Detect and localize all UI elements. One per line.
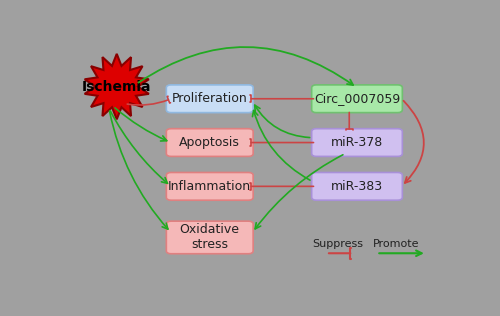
Text: miR-383: miR-383: [331, 180, 383, 193]
Polygon shape: [84, 54, 149, 119]
Text: Proliferation: Proliferation: [172, 92, 248, 105]
Text: Suppress: Suppress: [312, 239, 363, 248]
Text: miR-378: miR-378: [331, 136, 383, 149]
FancyBboxPatch shape: [312, 129, 402, 156]
Text: Inflammation: Inflammation: [168, 180, 252, 193]
Text: Oxidative
stress: Oxidative stress: [180, 223, 240, 252]
Text: Promote: Promote: [372, 239, 419, 248]
Text: Apoptosis: Apoptosis: [180, 136, 240, 149]
FancyBboxPatch shape: [312, 173, 402, 200]
FancyBboxPatch shape: [166, 129, 253, 156]
Text: Circ_0007059: Circ_0007059: [314, 92, 400, 105]
Text: Ischemia: Ischemia: [82, 80, 152, 94]
FancyBboxPatch shape: [312, 85, 402, 112]
FancyBboxPatch shape: [166, 85, 253, 112]
FancyBboxPatch shape: [166, 173, 253, 200]
FancyBboxPatch shape: [166, 221, 253, 254]
